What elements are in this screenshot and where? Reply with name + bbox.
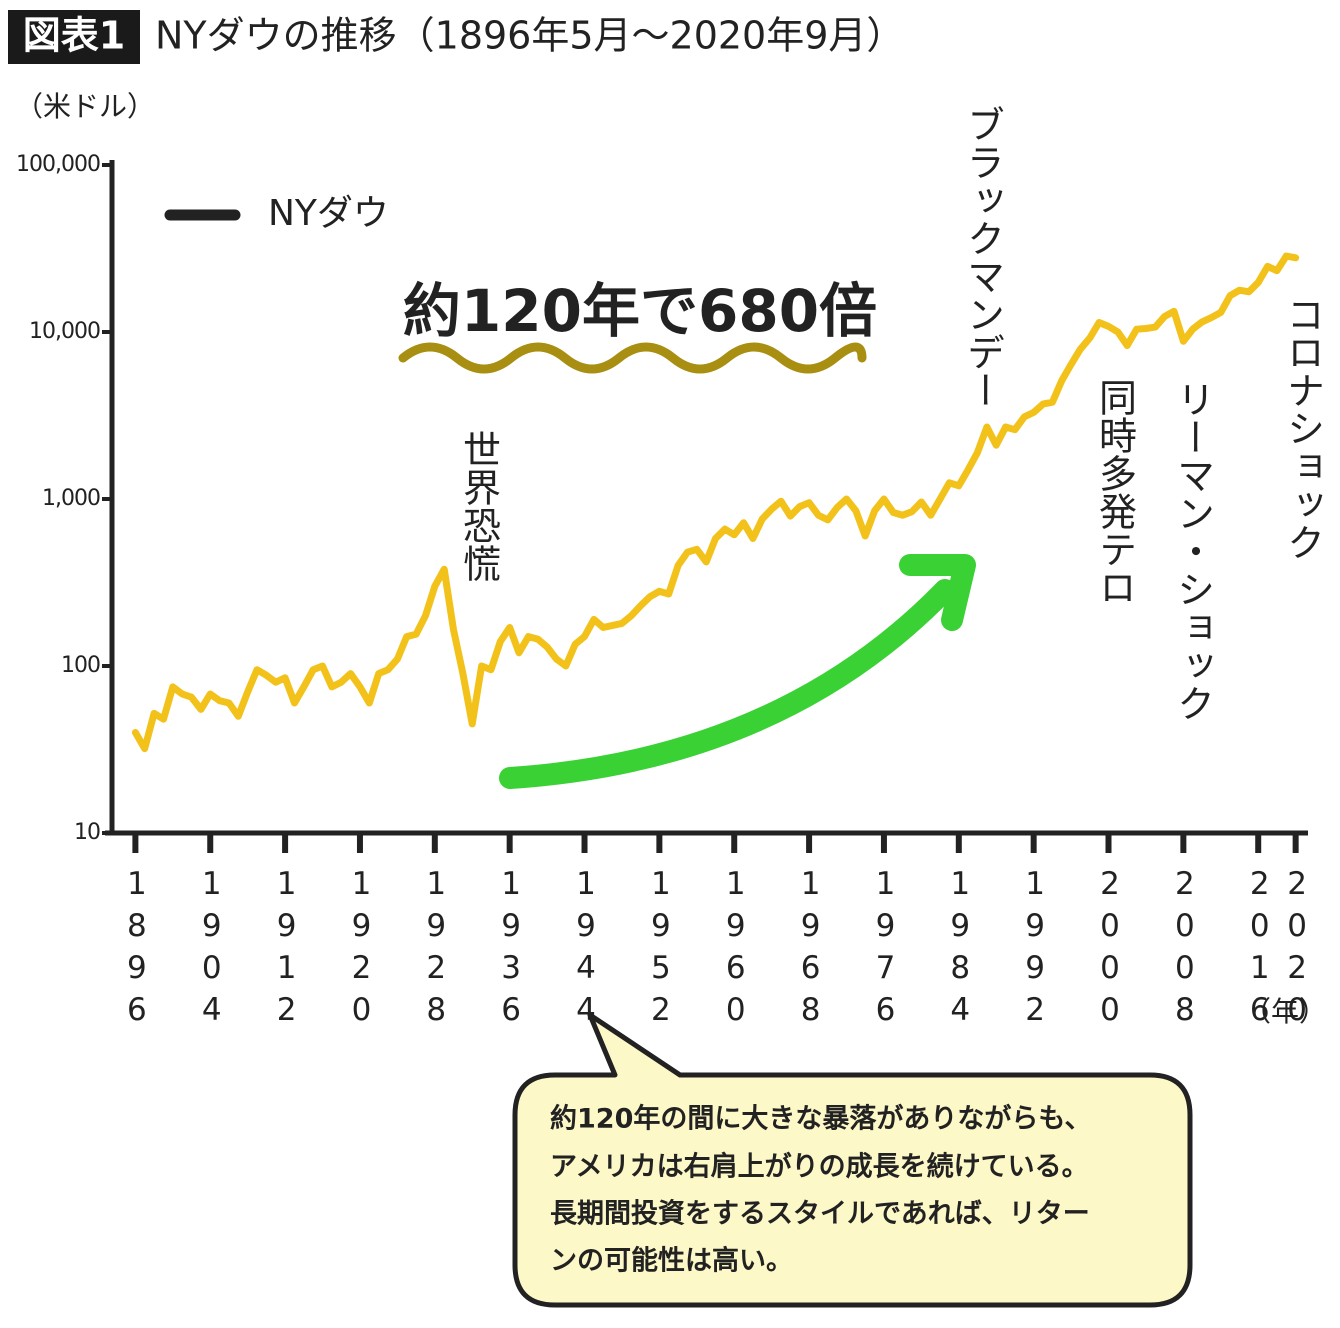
y-tick-label: 10 xyxy=(74,820,100,845)
speech-bubble xyxy=(512,1012,1193,1308)
x-tick-label: 2016 xyxy=(1242,866,1278,1034)
note-line: 長期間投資をするスタイルであれば、リター xyxy=(550,1199,1090,1230)
x-tick-label: 1984 xyxy=(942,866,978,1034)
x-tick-label: 1920 xyxy=(343,866,379,1034)
badge: 図表1 xyxy=(23,14,125,58)
event-annotation: リーマン・ショック xyxy=(1171,380,1215,722)
y-tick-label: 100 xyxy=(61,653,100,678)
badge-bg xyxy=(8,10,140,64)
x-tick-label: 1992 xyxy=(1017,866,1053,1034)
chart-title: NYダウの推移（1896年5月～2020年9月） xyxy=(155,14,904,58)
event-annotation: 同時多発テロ xyxy=(1093,378,1137,606)
trend-arrow-head xyxy=(899,554,976,631)
event-annotation: コロナショック xyxy=(1281,295,1325,561)
note-line: ンの可能性は高い。 xyxy=(550,1245,793,1277)
x-tick-label: 1960 xyxy=(718,866,754,1034)
trend-arrow xyxy=(499,579,956,789)
y-tick-label: 100,000 xyxy=(16,152,100,177)
x-tick-label: 1912 xyxy=(269,866,305,1034)
x-tick-label: 2008 xyxy=(1167,866,1203,1034)
note-line: 約120年の間に大きな暴落がありながらも、 xyxy=(550,1103,1092,1135)
y-axis-label: （米ドル） xyxy=(15,90,155,123)
x-tick-label: 1928 xyxy=(418,866,454,1034)
x-tick-label: 1952 xyxy=(643,866,679,1034)
x-tick-label: 1944 xyxy=(568,866,604,1034)
y-tick-label: 10,000 xyxy=(29,319,100,344)
event-annotation: ブラックマンデー xyxy=(961,105,1005,409)
x-tick-label: 1968 xyxy=(793,866,829,1034)
event-annotation: 世界恐慌 xyxy=(457,430,501,582)
wave-underline xyxy=(398,342,867,374)
x-tick-label: 2000 xyxy=(1092,866,1128,1034)
x-tick-label: 1976 xyxy=(867,866,903,1034)
x-axis-label: （年） xyxy=(1243,995,1327,1028)
headline: 約120年で680倍 xyxy=(403,277,877,345)
x-tick-label: 1896 xyxy=(119,866,155,1034)
y-tick-label: 1,000 xyxy=(42,486,100,511)
legend-label: NYダウ xyxy=(268,193,389,234)
x-tick-label: 1904 xyxy=(194,866,230,1034)
x-tick-label: 2020 xyxy=(1279,866,1315,1034)
note-line: アメリカは右肩上がりの成長を続けている。 xyxy=(550,1151,1089,1183)
x-tick-label: 1936 xyxy=(493,866,529,1034)
series-line xyxy=(131,252,1300,753)
